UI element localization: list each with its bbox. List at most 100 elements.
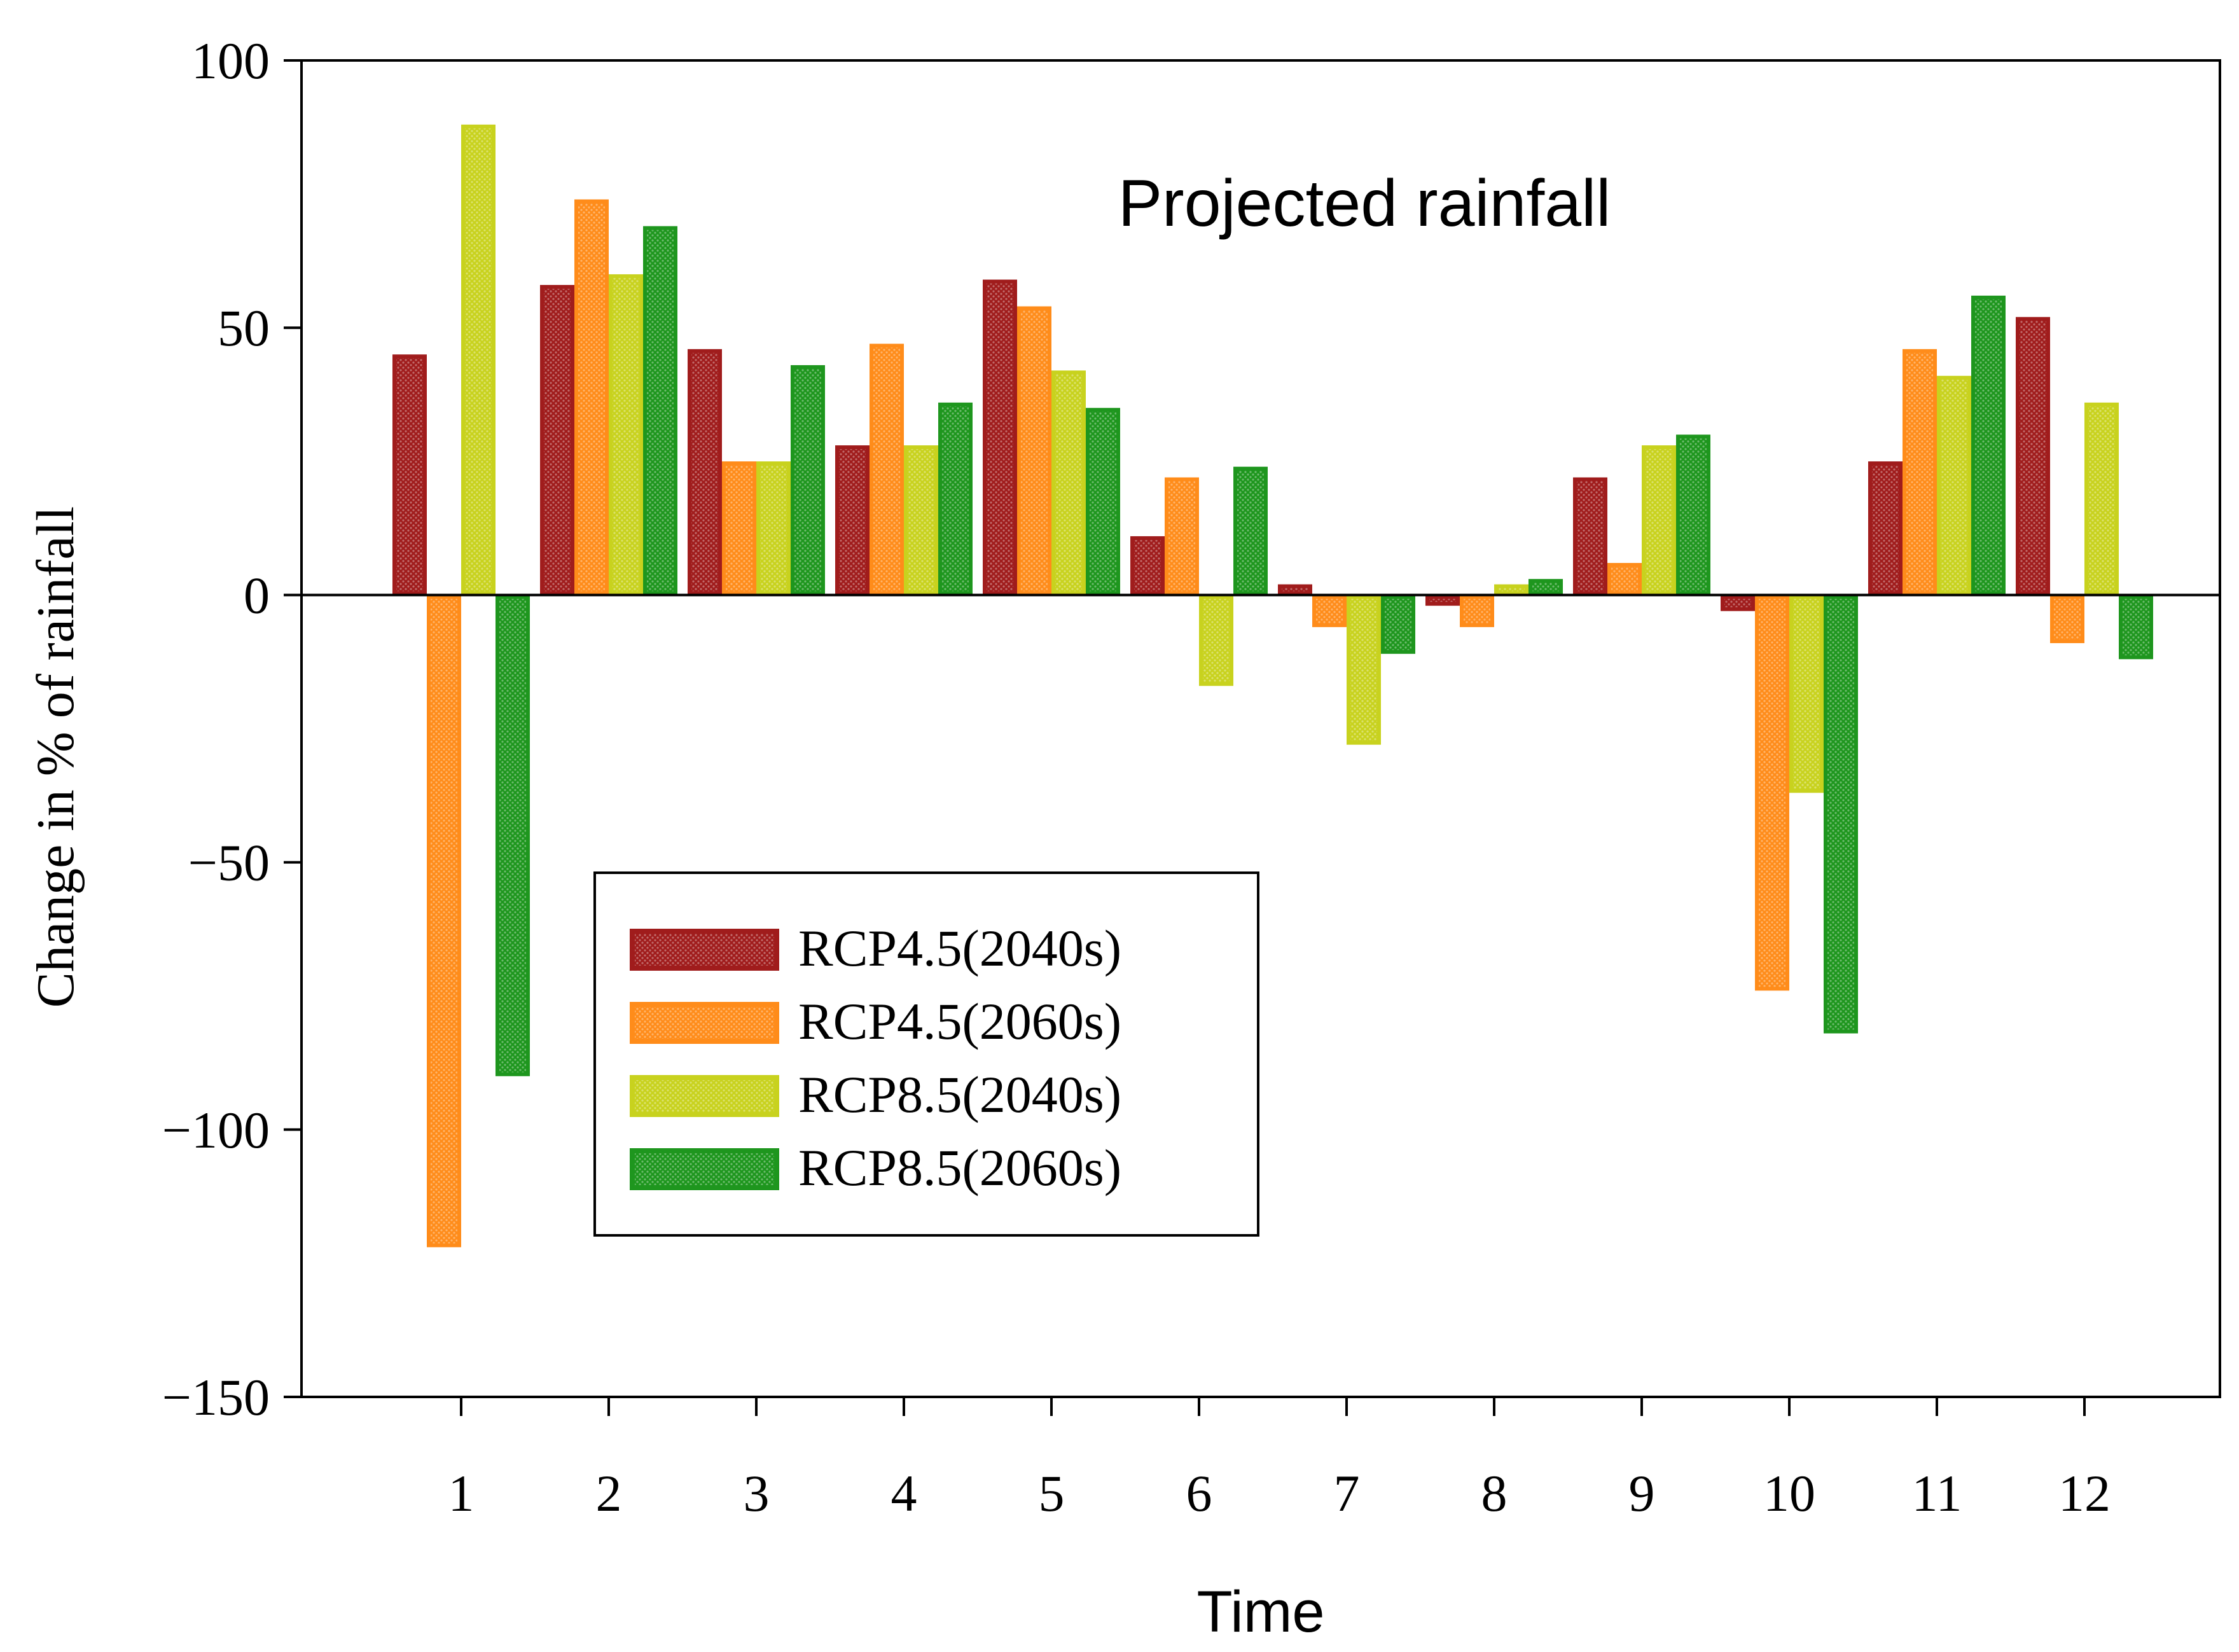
bar-texture — [2123, 599, 2149, 656]
bar-texture — [2054, 599, 2081, 640]
bar — [688, 349, 722, 595]
bar — [1130, 536, 1165, 595]
bar — [1312, 595, 1347, 627]
x-tick-label: 8 — [1481, 1464, 1508, 1522]
x-tick-label: 4 — [891, 1464, 917, 1522]
x-tick-label: 6 — [1186, 1464, 1212, 1522]
bar — [791, 365, 825, 595]
bar — [1721, 595, 1755, 611]
bar — [904, 445, 938, 595]
bar — [756, 461, 791, 595]
bar-texture — [908, 449, 934, 592]
bar — [1971, 295, 2006, 595]
bar — [983, 279, 1017, 595]
bar — [1607, 562, 1642, 595]
legend-item: RCP4.5(2060s) — [630, 992, 1121, 1050]
bar-texture — [1385, 599, 1411, 650]
bars — [392, 124, 2153, 1247]
bar-texture — [2020, 321, 2046, 592]
bar — [1528, 579, 1563, 595]
bar — [540, 284, 574, 595]
bar-texture — [1316, 599, 1343, 623]
bar — [461, 124, 496, 595]
bar-texture — [1680, 438, 1707, 592]
bar — [643, 226, 677, 595]
x-tick-label: 9 — [1629, 1464, 1655, 1522]
bar-texture — [1429, 599, 1456, 602]
legend-item: RCP8.5(2060s) — [630, 1139, 1121, 1197]
y-tick-label: 50 — [218, 299, 270, 357]
bar — [2050, 595, 2084, 644]
bar — [427, 595, 461, 1247]
y-tick-label: −50 — [188, 834, 270, 892]
bar — [1903, 349, 1937, 595]
x-tick-label: 7 — [1334, 1464, 1360, 1522]
x-tick-label: 1 — [448, 1464, 475, 1522]
bar — [1755, 595, 1789, 991]
legend-label: RCP8.5(2040s) — [798, 1065, 1121, 1123]
bar-texture — [726, 465, 752, 592]
legend-swatch-texture — [635, 1007, 774, 1039]
bar — [574, 199, 609, 595]
bar — [1494, 584, 1528, 595]
bar — [2016, 317, 2050, 595]
bar — [1425, 595, 1460, 606]
bar — [496, 595, 530, 1076]
bar-texture — [431, 599, 457, 1244]
y-tick-label: −150 — [162, 1368, 270, 1426]
x-axis: 1 2 3 4 5 6 7 8 9 10 11 12 — [448, 1397, 2111, 1522]
bar — [870, 344, 904, 595]
bar-texture — [794, 369, 821, 592]
legend-swatch-texture — [635, 1080, 774, 1112]
bar-texture — [1055, 374, 1082, 592]
bar — [392, 354, 427, 595]
bar — [1017, 306, 1051, 595]
bar-texture — [1793, 599, 1820, 789]
legend-label: RCP8.5(2060s) — [798, 1139, 1121, 1197]
bar-texture — [1646, 449, 1672, 592]
bar-texture — [942, 406, 969, 592]
bar — [1642, 445, 1676, 595]
bar — [2119, 595, 2153, 660]
legend: RCP4.5(2040s) RCP4.5(2060s) RCP8.5(2040s) R… — [593, 871, 1259, 1237]
bar — [1278, 584, 1312, 595]
x-tick-label: 5 — [1039, 1464, 1065, 1522]
bar — [1937, 375, 1971, 595]
bar — [1165, 477, 1199, 595]
bar-texture — [544, 288, 571, 592]
legend-item: RCP8.5(2040s) — [630, 1065, 1121, 1123]
bar-texture — [1203, 599, 1230, 683]
bar — [1086, 408, 1120, 595]
bar-texture — [1724, 599, 1751, 607]
y-tick-label: 0 — [244, 566, 270, 624]
y-tick-label: 100 — [191, 32, 270, 90]
legend-item: RCP4.5(2040s) — [630, 919, 1121, 977]
x-axis-label: Time — [1196, 1579, 1324, 1644]
bar — [1573, 477, 1607, 595]
x-tick-label: 11 — [1912, 1464, 1962, 1522]
bar-texture — [2088, 406, 2115, 592]
bar — [1347, 595, 1381, 745]
bar-texture — [1021, 310, 1048, 592]
bar-texture — [1906, 352, 1933, 592]
legend-swatch-texture — [635, 934, 774, 966]
legend-label: RCP4.5(2060s) — [798, 992, 1121, 1050]
bar-texture — [465, 128, 492, 592]
chart-title: Projected rainfall — [1118, 167, 1611, 240]
bar — [835, 445, 870, 595]
bar-texture — [396, 358, 423, 592]
legend-label: RCP4.5(2040s) — [798, 919, 1121, 977]
bar-texture — [578, 203, 605, 592]
bar-texture — [1464, 599, 1490, 623]
bar-texture — [1759, 599, 1785, 987]
bar-texture — [499, 599, 526, 1072]
bar — [1824, 595, 1858, 1034]
bar — [1789, 595, 1824, 793]
bar-texture — [1168, 481, 1195, 592]
bar-texture — [1134, 539, 1161, 592]
bar-texture — [873, 347, 900, 592]
bar-texture — [1577, 481, 1604, 592]
bar-texture — [987, 283, 1013, 592]
bar-texture — [1827, 599, 1854, 1030]
